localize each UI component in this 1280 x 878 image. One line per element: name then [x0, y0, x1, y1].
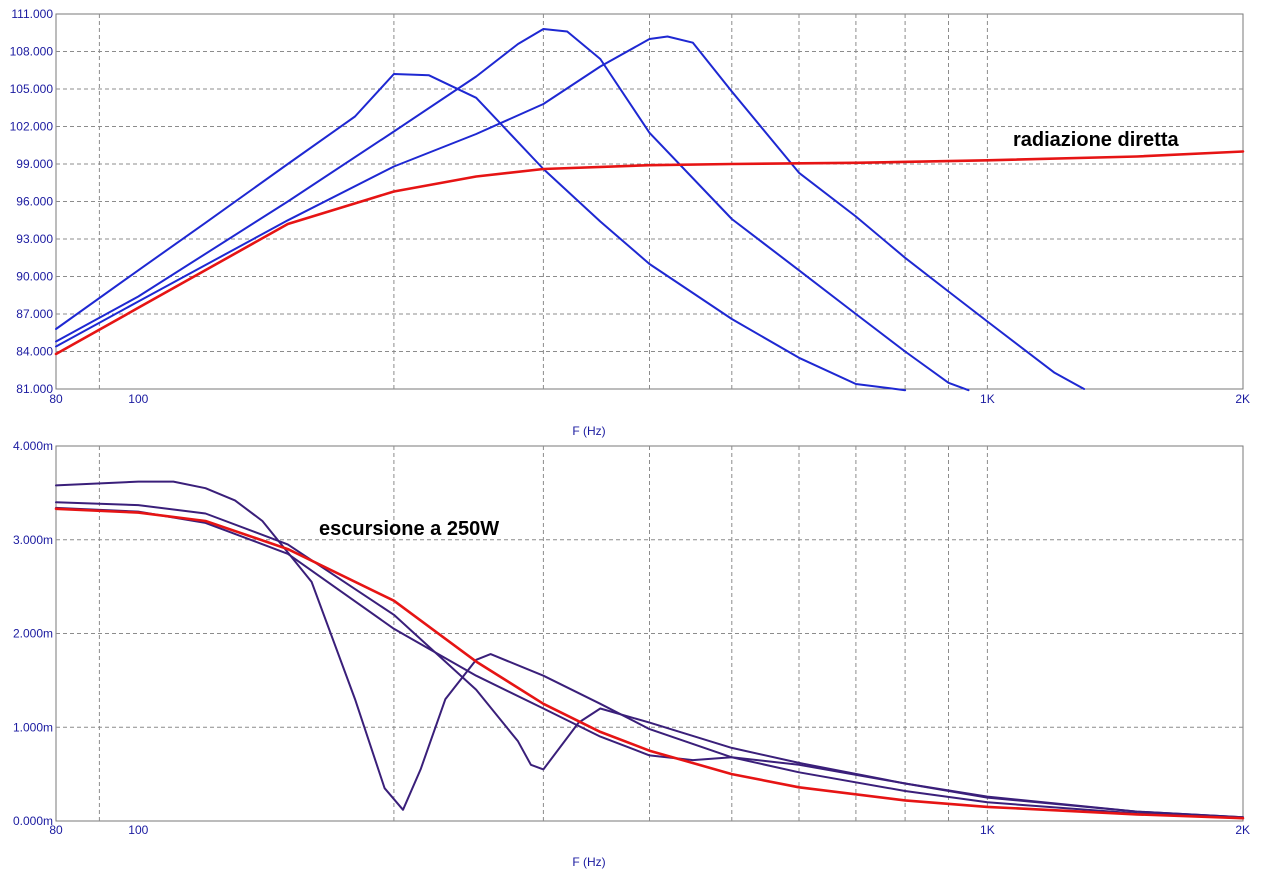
y-tick-label: 105.000: [10, 82, 54, 96]
y-tick-label: 84.000: [16, 345, 53, 359]
x-tick-label: 100: [128, 392, 148, 406]
y-tick-label: 81.000: [16, 382, 53, 396]
x-tick-label: 1K: [980, 392, 995, 406]
y-tick-label: 0.000m: [13, 814, 53, 828]
x-tick-label: 80: [49, 392, 63, 406]
y-tick-label: 1.000m: [13, 720, 53, 734]
series-line-bandpass-peak-200Hz: [55, 73, 907, 392]
x-tick-label: 100: [128, 823, 148, 837]
series-line-bandpass-200Hz: [55, 480, 1244, 820]
y-tick-label: 93.000: [16, 232, 53, 246]
y-tick-label: 3.000m: [13, 533, 53, 547]
x-tick-label: 2K: [1235, 823, 1250, 837]
series-line-bandpass-400Hz: [55, 506, 1244, 819]
x-tick-label: 2K: [1235, 392, 1250, 406]
y-tick-label: 108.000: [10, 45, 54, 59]
y-tick-label: 90.000: [16, 270, 53, 284]
spl-x-axis-label: F (Hz): [572, 424, 605, 438]
y-tick-label: 4.000m: [13, 439, 53, 453]
y-tick-label: 111.000: [11, 7, 53, 21]
y-tick-label: 99.000: [16, 157, 53, 171]
y-tick-label: 96.000: [16, 195, 53, 209]
excursion-annotation: escursione a 250W: [319, 518, 499, 540]
spl-plot: 81.000 84.000 87.000 90.000 93.000 96.000 99.0…: [10, 7, 1250, 438]
series-line-radiazione-diretta: [54, 150, 1245, 356]
y-tick-label: 2.000m: [13, 627, 53, 641]
series-line-bandpass-peak-300Hz: [55, 28, 970, 392]
series-line-direct-radiation-excursion: [54, 507, 1245, 820]
x-tick-label: 1K: [980, 823, 995, 837]
excursion-x-axis-label: F (Hz): [572, 855, 605, 869]
y-tick-label: 87.000: [16, 307, 53, 321]
direct-radiation-annotation: radiazione diretta: [1013, 129, 1179, 151]
x-tick-label: 80: [49, 823, 63, 837]
y-tick-label: 102.000: [10, 120, 54, 134]
series-line-bandpass-peak-400Hz: [55, 35, 1086, 390]
